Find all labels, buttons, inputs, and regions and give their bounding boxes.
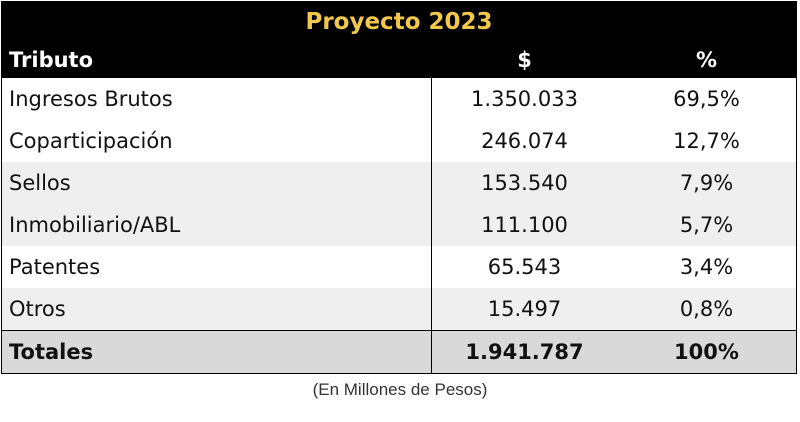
- footnote: (En Millones de Pesos): [312, 380, 488, 399]
- totals-porcentaje: 100%: [674, 340, 739, 364]
- cell-tributo: Patentes: [2, 246, 432, 288]
- table-row: Patentes 65.543 3,4%: [2, 246, 796, 288]
- cell-monto: 246.074: [481, 129, 568, 153]
- cell-tributo: Inmobiliario/ABL: [2, 204, 432, 246]
- table-row: Sellos 153.540 7,9%: [2, 162, 796, 204]
- cell-porcentaje: 5,7%: [679, 213, 734, 237]
- header-porcentaje: %: [695, 48, 718, 72]
- cell-monto: 65.543: [487, 255, 562, 279]
- cell-tributo: Ingresos Brutos: [2, 78, 432, 120]
- header-monto: $: [517, 48, 532, 72]
- totals-label: Totales: [2, 331, 432, 373]
- cell-monto: 111.100: [481, 213, 568, 237]
- cell-monto: 153.540: [481, 171, 568, 195]
- header-tributo: Tributo: [9, 48, 94, 72]
- cell-tributo: Sellos: [2, 162, 432, 204]
- cell-tributo: Coparticipación: [2, 120, 432, 162]
- totals-row: Totales 1.941.787 100%: [2, 330, 796, 373]
- cell-porcentaje: 69,5%: [673, 87, 740, 111]
- cell-porcentaje: 3,4%: [679, 255, 734, 279]
- table-row: Ingresos Brutos 1.350.033 69,5%: [2, 78, 796, 120]
- tax-table: Proyecto 2023 Tributo $ % Ingresos Bruto…: [1, 1, 797, 374]
- cell-monto: 1.350.033: [471, 87, 578, 111]
- totals-monto: 1.941.787: [465, 340, 584, 364]
- table-row: Inmobiliario/ABL 111.100 5,7%: [2, 204, 796, 246]
- cell-porcentaje: 7,9%: [679, 171, 734, 195]
- table-row: Coparticipación 246.074 12,7%: [2, 120, 796, 162]
- cell-porcentaje: 0,8%: [679, 297, 734, 321]
- cell-tributo: Otros: [2, 288, 432, 330]
- table-row: Otros 15.497 0,8%: [2, 288, 796, 330]
- cell-monto: 15.497: [487, 297, 562, 321]
- table-title: Proyecto 2023: [2, 2, 796, 42]
- table-header: Tributo $ %: [2, 42, 796, 78]
- cell-porcentaje: 12,7%: [673, 129, 740, 153]
